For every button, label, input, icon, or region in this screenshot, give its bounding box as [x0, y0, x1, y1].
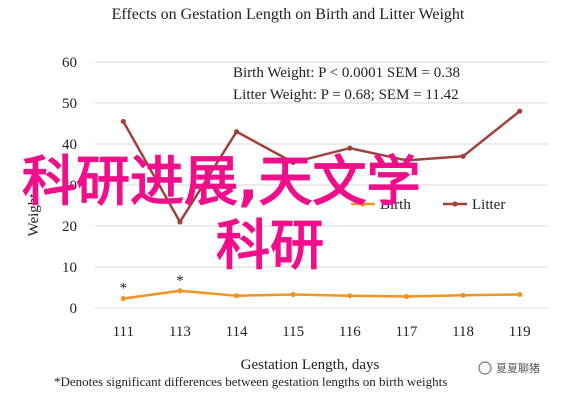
- x-axis-label: Gestation Length, days: [241, 357, 380, 373]
- series-line-litter: [122, 110, 521, 225]
- watermark-line-2: 科研: [216, 214, 324, 277]
- data-point-litter: [290, 159, 296, 166]
- y-tick-label: 20: [62, 219, 77, 235]
- data-point-birth: [120, 295, 126, 302]
- legend-label-litter: Litter: [472, 197, 505, 213]
- x-tick-labels: 111 113 114 115 116 117 118 119: [113, 324, 531, 340]
- data-point-litter: [517, 108, 523, 114]
- y-tick-label: 0: [70, 301, 78, 317]
- series-line-birth: [123, 289, 520, 300]
- significance-star: *: [120, 281, 128, 297]
- x-tick-label: 118: [452, 324, 474, 340]
- data-point-litter: [120, 118, 126, 125]
- legend-label-birth: Birth: [380, 197, 411, 213]
- data-point-birth: [177, 288, 183, 294]
- legend: Birth Litter: [351, 197, 505, 213]
- data-point-litter: [233, 129, 240, 135]
- footnote: *Denotes significant differences between…: [54, 374, 447, 389]
- y-tick-label: 10: [62, 260, 77, 276]
- brand-label: 夏夏聊猪: [496, 361, 540, 375]
- y-tick-label: 40: [62, 137, 77, 153]
- data-point-litter: [347, 145, 353, 151]
- data-point-birth: [290, 291, 296, 298]
- x-tick-label: 115: [282, 324, 304, 340]
- data-point-birth: [517, 291, 523, 298]
- stat-line-litter: Litter Weight: P = 0.68; SEM = 11.42: [233, 87, 459, 103]
- data-point-birth: [403, 293, 410, 300]
- y-tick-label: 50: [62, 96, 77, 112]
- x-tick-label: 114: [226, 324, 248, 340]
- significance-star: *: [176, 273, 184, 289]
- data-point-birth: [460, 292, 466, 298]
- y-axis-label: Weight: [26, 193, 42, 237]
- stat-line-birth: Birth Weight: P < 0.0001 SEM = 0.38: [233, 65, 460, 81]
- gridlines: [95, 61, 548, 309]
- y-tick-label: 30: [62, 178, 77, 194]
- significance-markers: * *: [120, 273, 184, 297]
- data-point-birth: [347, 293, 353, 299]
- data-point-litter: [460, 153, 466, 159]
- x-tick-label: 111: [113, 324, 134, 340]
- y-tick-label: 60: [62, 55, 77, 71]
- x-tick-label: 119: [509, 324, 531, 340]
- brand-badge: 夏夏聊猪: [478, 361, 540, 375]
- data-point-litter: [403, 157, 410, 163]
- series-lines: [120, 108, 523, 302]
- data-point-litter: [177, 219, 183, 225]
- x-tick-label: 117: [395, 324, 417, 340]
- x-tick-label: 116: [339, 324, 361, 340]
- chart-title: Effects on Gestation Length on Birth and…: [112, 6, 465, 23]
- data-point-birth: [233, 293, 240, 299]
- legend-marker-litter: [452, 201, 458, 207]
- x-tick-label: 113: [169, 324, 191, 340]
- y-tick-labels: 0 10 20 30 40 50 60: [62, 55, 77, 317]
- legend-marker-birth: [360, 201, 366, 207]
- chat-icon: [478, 361, 492, 375]
- watermark-line-1: 科研进展,天文学: [22, 150, 421, 213]
